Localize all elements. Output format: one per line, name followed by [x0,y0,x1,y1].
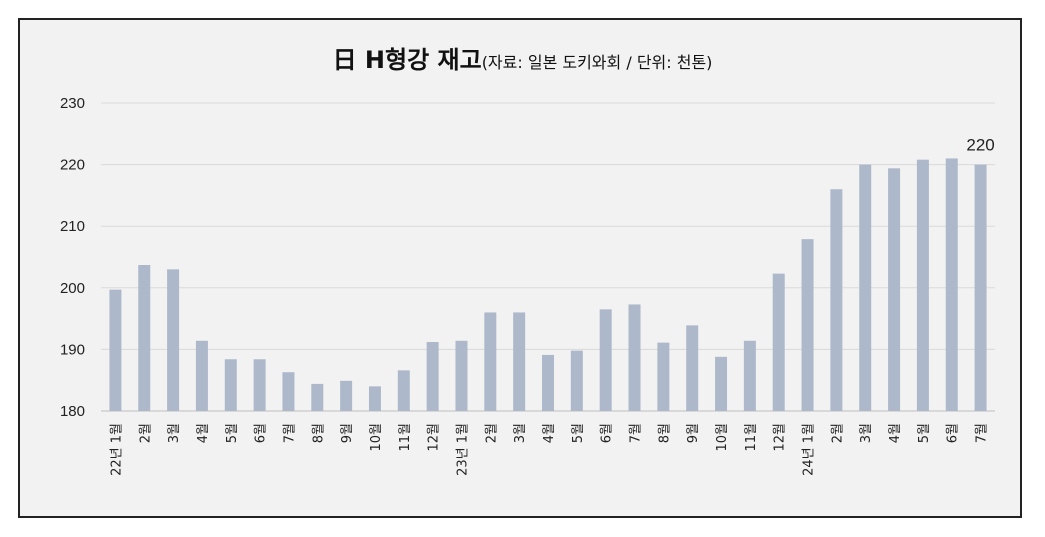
data-labels: 220 [966,136,994,155]
bar [916,159,929,411]
bar [397,370,410,411]
x-tick-label: 6월 [600,423,615,443]
x-tick-label: 7월 [629,423,644,443]
x-tick-label: 3월 [859,423,874,443]
bar [715,356,728,411]
x-tick-label: 12월 [427,423,442,452]
x-tick-label: 6월 [254,423,269,443]
bar [340,380,353,411]
bar [859,164,872,411]
x-tick-label: 2월 [830,423,845,443]
bar [513,312,526,411]
bar [570,350,583,411]
y-tick-label: 190 [60,341,85,358]
chart-frame [18,18,1022,518]
chart-subtitle: (자료: 일본 도키와회 / 단위: 천톤) [481,53,713,72]
bars [109,158,987,411]
data-label: 220 [966,136,994,155]
x-tick-label: 4월 [196,423,211,443]
bar [686,325,699,411]
x-tick-label: 5월 [571,423,586,443]
bar [628,304,641,411]
y-tick-label: 200 [60,280,85,297]
gridlines [101,102,995,412]
x-tick-label: 11월 [398,423,413,452]
bar [167,269,180,411]
bar [484,312,497,411]
y-tick-label: 180 [60,403,85,420]
bar [253,359,266,411]
x-tick-label: 3월 [167,423,182,443]
x-tick-label: 22년 1월 [109,423,124,476]
y-tick-label: 210 [60,218,85,235]
bar [830,189,843,411]
x-tick-label: 6월 [946,423,961,443]
x-tick-label: 4월 [888,423,903,443]
x-tick-label: 24년 1월 [802,423,817,476]
bar [138,265,151,411]
y-tick-label: 230 [60,95,85,112]
bar [974,164,987,411]
bar [542,354,554,411]
bar [945,158,958,411]
bar [772,273,785,411]
x-tick-label: 10월 [715,423,730,452]
bar [743,340,756,411]
x-tick-label: 2월 [138,423,153,443]
x-tick-label: 7월 [282,423,297,443]
bar [888,168,901,411]
x-tick-label: 3월 [513,423,528,443]
bar [109,289,122,411]
x-tick-label: 23년 1월 [455,423,470,476]
x-tick-label: 8월 [311,423,326,443]
bar [599,309,612,411]
y-tick-label: 220 [60,157,85,174]
y-axis: 180 190 200 210 220 230 [60,95,85,420]
x-tick-label: 10월 [369,423,384,452]
x-tick-label: 4월 [542,423,557,443]
chart-title: 日 H형강 재고(자료: 일본 도키와회 / 단위: 천톤) [0,40,1045,75]
bar [224,359,237,411]
bar [801,239,814,411]
x-tick-label: 7월 [975,423,990,443]
x-axis: 22년 1월 2월 3월 4월 5월 6월 7월 8월 9월 10월 11월 12월 23년 1월 2월 3… [109,423,989,476]
x-tick-label: 2월 [484,423,499,443]
x-tick-label: 11월 [744,423,759,452]
bar [311,383,324,411]
chart-title-main: 日 H형강 재고 [332,46,482,74]
x-tick-label: 9월 [686,423,701,443]
bar [282,372,295,411]
bar [657,342,670,411]
x-tick-label: 9월 [340,423,355,443]
x-tick-label: 8월 [657,423,672,443]
x-tick-label: 5월 [917,423,932,443]
bar [426,342,439,411]
bar [455,340,468,411]
x-tick-label: 12월 [773,423,788,452]
bar [195,340,208,411]
x-tick-label: 5월 [225,423,240,443]
bar [368,386,381,411]
